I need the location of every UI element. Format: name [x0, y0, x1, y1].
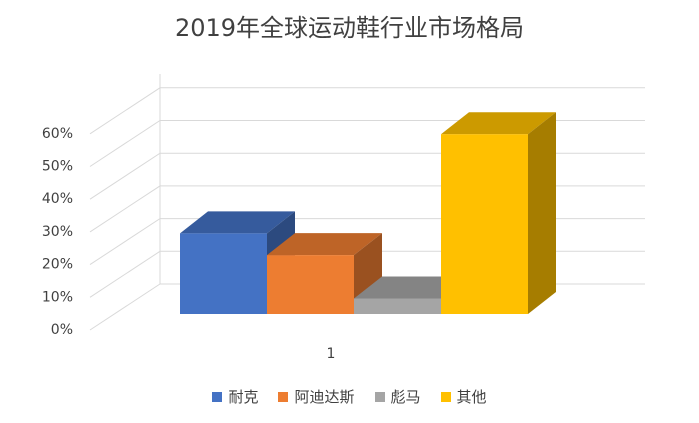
- y-tick-label: 10%: [42, 289, 73, 305]
- gridline-4: [89, 152, 645, 200]
- y-tick-label: 30%: [42, 224, 73, 240]
- x-tick-label: 1: [327, 346, 336, 362]
- bar-0: [180, 233, 267, 314]
- bar-top-2: [354, 276, 469, 299]
- legend-label: 其他: [456, 388, 487, 406]
- gridline-3: [89, 185, 645, 233]
- chart-legend: 耐克 阿迪达斯 彪马 其他: [0, 386, 699, 407]
- bar-1: [267, 255, 354, 314]
- bar-2: [354, 298, 441, 314]
- bar-top-1: [267, 233, 382, 256]
- legend-swatch: [278, 391, 289, 402]
- bar-top-0: [180, 211, 295, 234]
- legend-swatch: [440, 391, 451, 402]
- bar-top-3: [441, 112, 556, 135]
- legend-swatch: [374, 391, 385, 402]
- legend-label: 耐克: [228, 388, 259, 406]
- y-tick-label: 60%: [42, 126, 73, 142]
- y-tick-label: 0%: [51, 322, 73, 338]
- chart-title: 2019年全球运动鞋行业市场格局: [174, 14, 525, 42]
- bar-side-3: [528, 112, 556, 314]
- legend-label: 彪马: [390, 388, 421, 406]
- y-tick-label: 50%: [42, 159, 73, 175]
- y-tick-label: 40%: [42, 191, 73, 207]
- legend-item: 阿迪达斯: [278, 386, 355, 407]
- gridline-5: [89, 120, 645, 167]
- legend-item: 耐克: [212, 386, 258, 407]
- bar-3: [441, 134, 528, 314]
- legend-swatch: [212, 391, 223, 402]
- legend-item: 彪马: [374, 386, 421, 407]
- legend-label: 阿迪达斯: [294, 388, 355, 406]
- gridline-6: [89, 87, 645, 135]
- legend-item: 其他: [440, 386, 487, 407]
- y-tick-label: 20%: [42, 257, 73, 273]
